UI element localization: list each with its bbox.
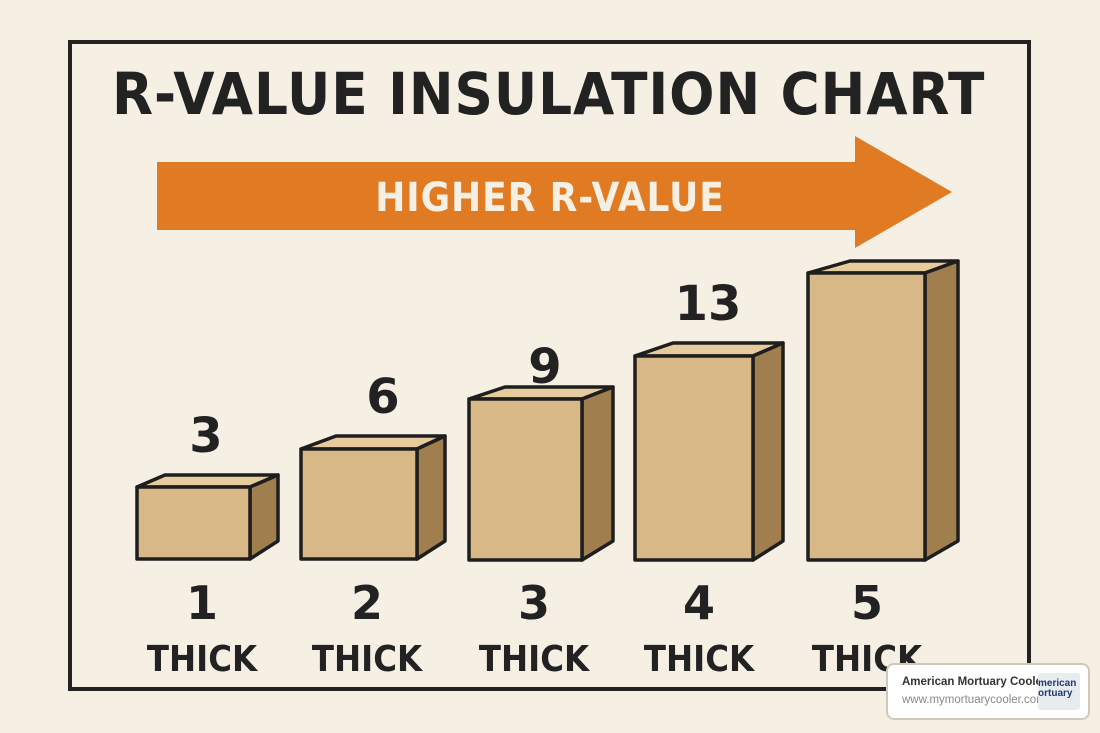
logo-text-2: ortuary	[1038, 688, 1073, 699]
r-value-label-4: 13	[674, 276, 742, 332]
thickness-number-4: 4	[682, 576, 715, 630]
thickness-unit-3: THICK	[478, 639, 590, 680]
insulation-block-5	[806, 259, 960, 562]
insulation-block-1	[135, 473, 280, 561]
arrow-label: HIGHER R-VALUE	[375, 175, 725, 221]
insulation-block-4	[633, 341, 785, 562]
higher-r-value-arrow-icon	[157, 136, 952, 248]
source-watermark-card[interactable]: American Mortuary Coolers www.mymortuary…	[886, 663, 1090, 720]
thickness-number-5: 5	[850, 576, 883, 630]
thickness-number-1: 1	[185, 576, 218, 630]
thickness-number-2: 2	[350, 576, 383, 630]
r-value-label-3: 9	[528, 339, 562, 395]
thickness-unit-1: THICK	[146, 639, 258, 680]
source-url[interactable]: www.mymortuarycooler.com	[902, 694, 1046, 706]
insulation-block-2	[299, 434, 447, 561]
source-name: American Mortuary Coolers	[902, 676, 1053, 688]
insulation-block-3	[467, 385, 615, 562]
logo-text-1: merican	[1038, 678, 1077, 689]
r-value-label-2: 6	[366, 369, 400, 425]
thickness-unit-2: THICK	[311, 639, 423, 680]
r-value-label-1: 3	[189, 408, 223, 464]
chart-title: R-VALUE INSULATION CHART	[112, 60, 986, 128]
thickness-unit-4: THICK	[643, 639, 755, 680]
thickness-number-3: 3	[517, 576, 550, 630]
source-logo-icon: merican ortuary	[1038, 673, 1080, 710]
